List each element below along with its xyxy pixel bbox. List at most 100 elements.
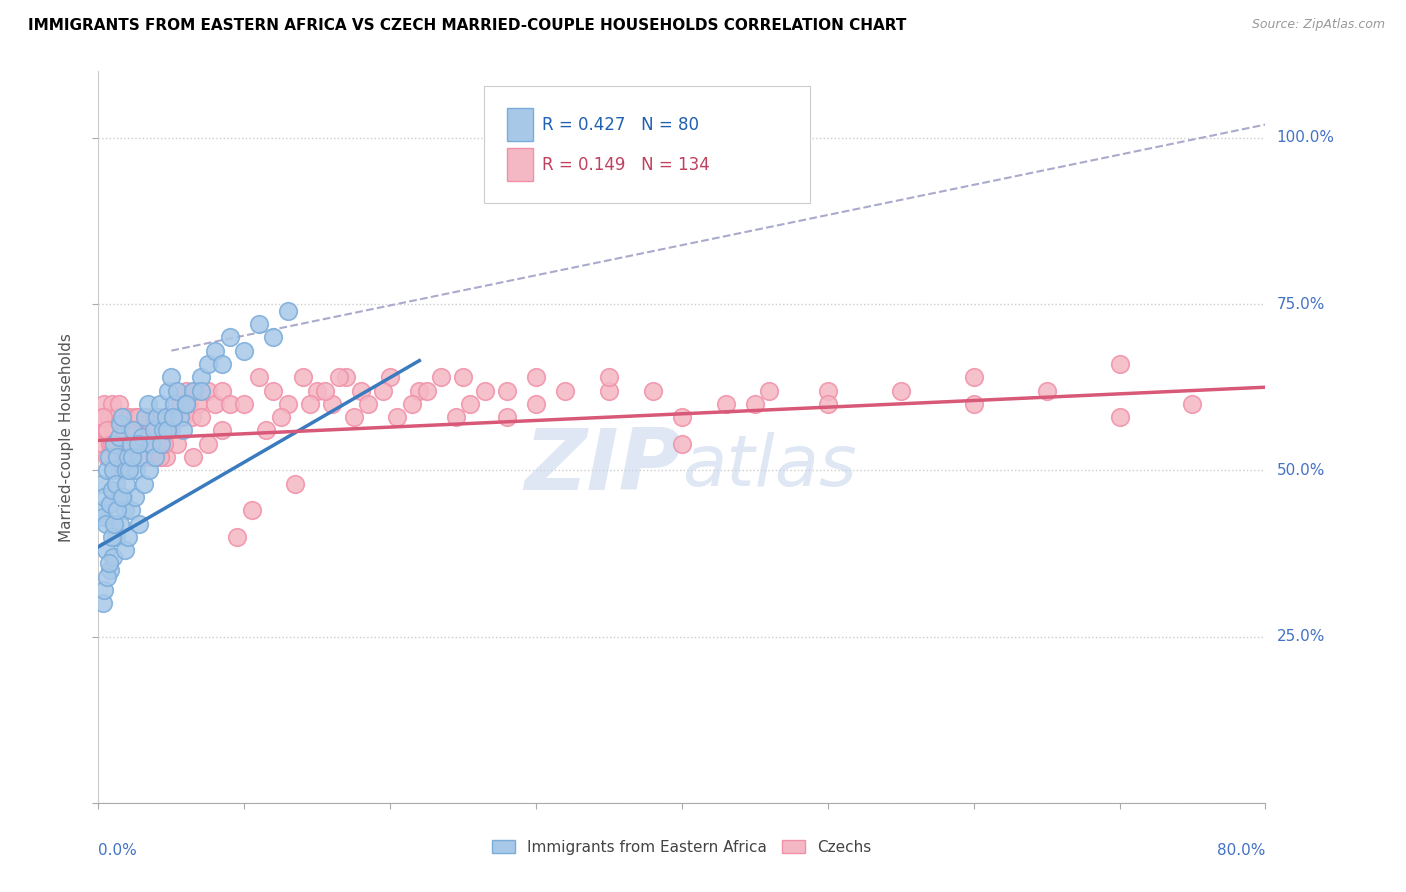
- Point: [111, 410, 134, 425]
- Point: [111, 436, 134, 450]
- Point: [380, 370, 402, 384]
- Point: [98, 563, 121, 577]
- Point: [93, 582, 115, 597]
- Point: [197, 384, 219, 398]
- Point: [277, 397, 299, 411]
- Point: [150, 436, 173, 450]
- Point: [97, 450, 120, 464]
- Point: [218, 397, 240, 411]
- Point: [277, 303, 299, 318]
- Text: atlas: atlas: [682, 432, 856, 500]
- Point: [204, 397, 226, 411]
- Point: [111, 490, 134, 504]
- Point: [93, 397, 115, 411]
- Point: [93, 490, 115, 504]
- Point: [118, 410, 141, 425]
- Point: [120, 424, 142, 438]
- Point: [117, 450, 139, 464]
- Point: [103, 516, 125, 531]
- Point: [183, 384, 205, 398]
- Point: [291, 370, 314, 384]
- Point: [101, 549, 124, 564]
- Point: [174, 397, 197, 411]
- Point: [100, 530, 122, 544]
- Point: [350, 384, 373, 398]
- Point: [104, 530, 127, 544]
- Point: [460, 397, 482, 411]
- Point: [298, 397, 321, 411]
- Point: [817, 397, 839, 411]
- Point: [204, 343, 226, 358]
- Point: [233, 397, 256, 411]
- Point: [167, 410, 190, 425]
- Point: [371, 384, 394, 398]
- Point: [169, 410, 191, 425]
- Point: [190, 384, 212, 398]
- Point: [94, 543, 117, 558]
- Point: [211, 424, 233, 438]
- Point: [96, 463, 118, 477]
- Text: R = 0.149   N = 134: R = 0.149 N = 134: [541, 156, 710, 174]
- Point: [343, 410, 366, 425]
- Point: [135, 436, 157, 450]
- Point: [328, 370, 350, 384]
- Point: [127, 410, 149, 425]
- Point: [157, 384, 180, 398]
- Point: [226, 530, 249, 544]
- Point: [129, 410, 152, 425]
- Point: [157, 424, 180, 438]
- Point: [114, 450, 136, 464]
- Point: [134, 436, 156, 450]
- Point: [357, 397, 380, 411]
- Point: [115, 463, 138, 477]
- Point: [127, 450, 149, 464]
- Point: [758, 384, 780, 398]
- Point: [162, 410, 184, 425]
- Point: [181, 450, 204, 464]
- Point: [90, 410, 112, 425]
- Point: [100, 397, 122, 411]
- Point: [91, 596, 114, 610]
- Point: [91, 509, 114, 524]
- Point: [262, 330, 284, 344]
- Point: [149, 450, 172, 464]
- Point: [100, 483, 122, 498]
- Point: [132, 450, 155, 464]
- Point: [169, 397, 191, 411]
- Point: [1108, 410, 1130, 425]
- Point: [89, 424, 111, 438]
- Point: [118, 463, 141, 477]
- Point: [671, 410, 693, 425]
- Point: [197, 436, 219, 450]
- Text: 25.0%: 25.0%: [1277, 629, 1324, 644]
- Point: [554, 384, 576, 398]
- Text: 80.0%: 80.0%: [1218, 843, 1265, 858]
- Point: [146, 424, 169, 438]
- Point: [139, 424, 162, 438]
- Point: [108, 397, 131, 411]
- Point: [143, 436, 166, 450]
- Text: Source: ZipAtlas.com: Source: ZipAtlas.com: [1251, 18, 1385, 31]
- Point: [142, 424, 165, 438]
- Point: [254, 424, 277, 438]
- Point: [112, 490, 135, 504]
- Point: [131, 450, 153, 464]
- Bar: [508, 108, 533, 141]
- Point: [247, 370, 270, 384]
- Point: [141, 410, 163, 425]
- Point: [118, 436, 141, 450]
- Point: [121, 450, 143, 464]
- Point: [524, 370, 547, 384]
- Point: [101, 424, 124, 438]
- Point: [122, 436, 145, 450]
- Point: [89, 503, 111, 517]
- Point: [132, 476, 155, 491]
- Point: [120, 503, 142, 517]
- Point: [148, 436, 170, 450]
- Point: [112, 410, 135, 425]
- Point: [408, 384, 430, 398]
- Point: [153, 436, 176, 450]
- Point: [284, 476, 307, 491]
- Point: [496, 410, 519, 425]
- Point: [94, 424, 117, 438]
